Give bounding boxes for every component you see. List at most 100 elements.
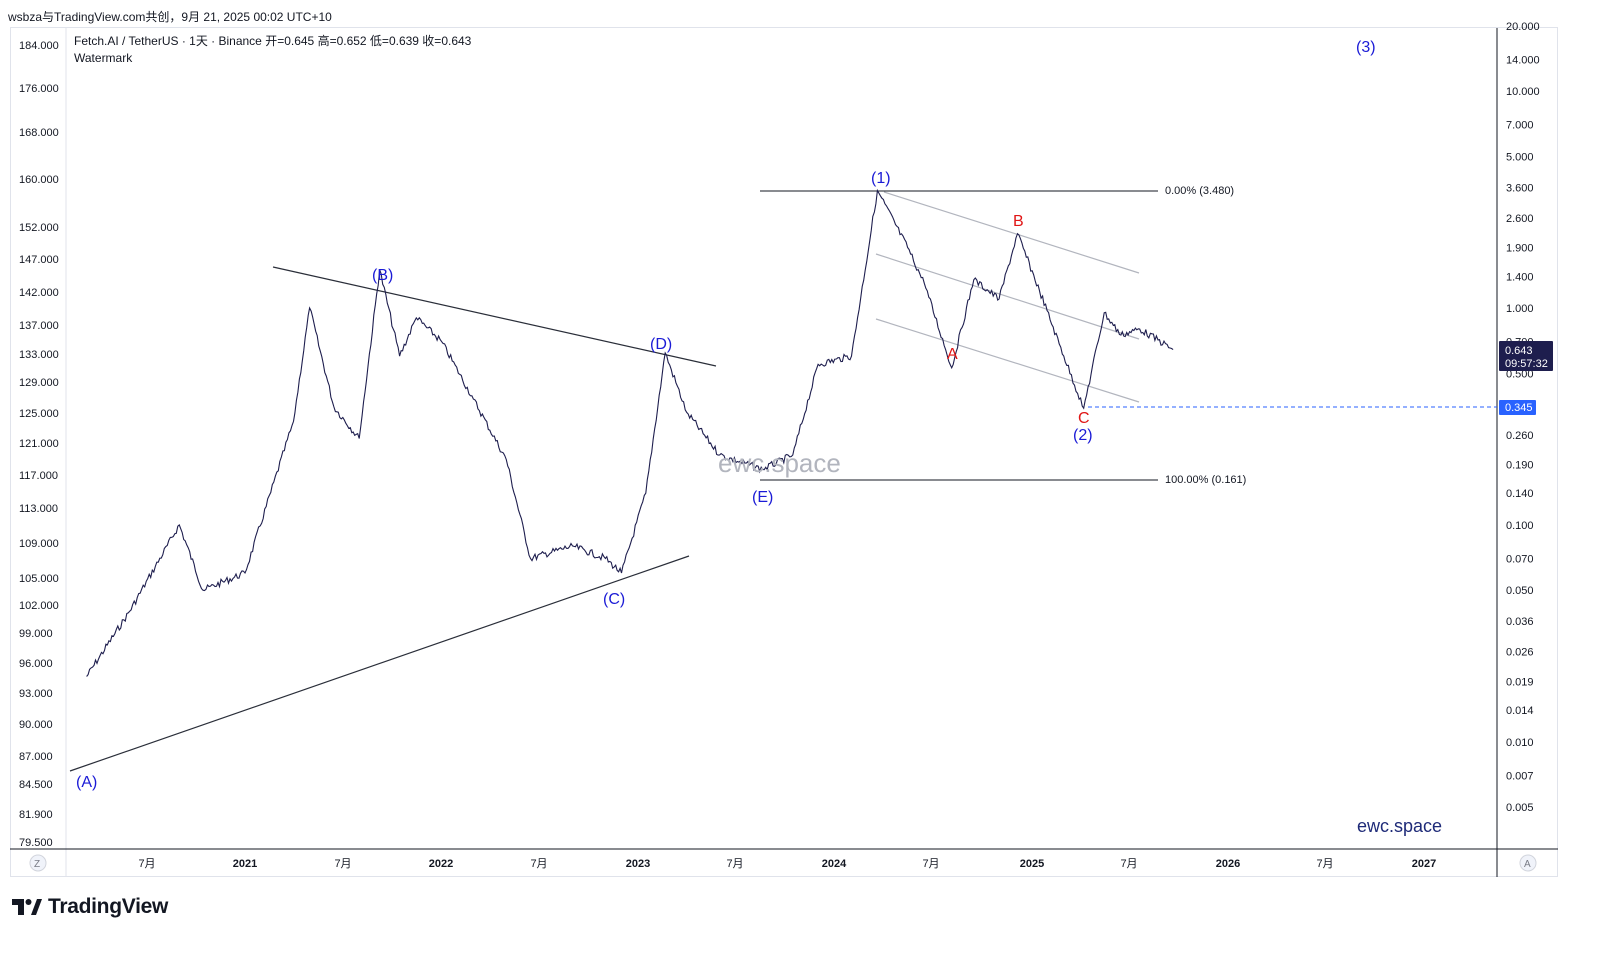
right-axis-tick: 0.005 <box>1506 802 1534 814</box>
tradingview-logo-text: TradingView <box>48 895 169 918</box>
wave-label-small-a: A <box>947 346 958 363</box>
fib-label-100: 100.00% (0.161) <box>1165 474 1246 486</box>
chart-frame[interactable] <box>10 27 1558 877</box>
wave-label-2: (2) <box>1073 427 1093 444</box>
corner-button-left-label: Z <box>34 859 40 870</box>
fib-label-0: 0.00% (3.480) <box>1165 185 1234 197</box>
time-axis-tick: 2025 <box>1020 858 1044 870</box>
right-axis-tick: 0.050 <box>1506 585 1534 597</box>
right-axis-tick: 0.190 <box>1506 459 1534 471</box>
right-axis-tick: 0.010 <box>1506 737 1534 749</box>
left-axis-tick: 109.000 <box>19 538 59 550</box>
right-axis-tick: 20.000 <box>1506 21 1540 33</box>
right-axis-tick: 5.000 <box>1506 151 1534 163</box>
time-axis-tick: 7月 <box>530 858 547 870</box>
left-axis-tick: 137.000 <box>19 320 59 332</box>
right-axis-tick: 1.400 <box>1506 271 1534 283</box>
left-price-axis[interactable]: 184.000 176.000 168.000 160.000 152.000 147.0… <box>19 40 59 849</box>
channel-lower-line[interactable] <box>875 318 1140 403</box>
auto-scale-toggle-right[interactable]: A <box>1519 854 1537 872</box>
wave-label-B: (B) <box>372 267 393 284</box>
price-series-line[interactable] <box>86 188 1174 677</box>
left-axis-tick: 133.000 <box>19 349 59 361</box>
right-axis-tick: 10.000 <box>1506 86 1540 98</box>
current-price-tag: 0.643 09:57:32 <box>1499 341 1553 371</box>
time-axis-tick: 7月 <box>1120 858 1137 870</box>
wave-label-3: (3) <box>1356 39 1376 56</box>
time-axis-tick: 2024 <box>822 858 847 870</box>
left-axis-tick: 121.000 <box>19 438 59 450</box>
left-axis-tick: 79.500 <box>19 837 53 849</box>
left-axis-tick: 152.000 <box>19 222 59 234</box>
wave-label-small-c: C <box>1078 410 1090 427</box>
time-axis-tick: 2021 <box>233 858 257 870</box>
watermark-center: ewc.space <box>718 448 841 478</box>
left-axis-tick: 99.000 <box>19 628 53 640</box>
channel-upper-line[interactable] <box>883 191 1140 274</box>
right-price-axis[interactable]: 20.000 14.000 10.000 7.000 5.000 3.600 2.600 1.… <box>1506 21 1540 814</box>
wave-label-D: (D) <box>650 336 672 353</box>
left-axis-tick: 147.000 <box>19 254 59 266</box>
right-axis-tick: 0.070 <box>1506 553 1534 565</box>
right-axis-tick: 0.007 <box>1506 770 1534 782</box>
wave-label-small-b: B <box>1013 213 1024 230</box>
triangle-upper-trendline[interactable] <box>272 266 717 367</box>
left-axis-tick: 168.000 <box>19 127 59 139</box>
tradingview-logo[interactable]: TradingView <box>12 895 168 919</box>
symbol-info-watermark: Watermark <box>74 51 133 65</box>
right-axis-tick: 1.900 <box>1506 243 1534 255</box>
left-axis-tick: 113.000 <box>19 503 58 515</box>
time-axis-tick: 7月 <box>138 858 155 870</box>
right-axis-tick: 0.260 <box>1506 430 1534 442</box>
left-axis-tick: 96.000 <box>19 658 53 670</box>
right-axis-tick: 0.036 <box>1506 616 1534 628</box>
current-price-value: 0.643 <box>1505 345 1533 357</box>
left-axis-tick: 102.000 <box>19 600 59 612</box>
wave-label-A: (A) <box>76 774 97 791</box>
right-axis-tick: 0.140 <box>1506 488 1534 500</box>
tradingview-logo-icon <box>12 899 42 915</box>
wave-label-C: (C) <box>603 591 625 608</box>
dashed-line-price-value: 0.345 <box>1505 402 1533 414</box>
bar-countdown: 09:57:32 <box>1505 358 1548 370</box>
right-axis-tick: 0.500 <box>1506 368 1534 380</box>
wave-label-1: (1) <box>871 170 891 187</box>
right-axis-tick: 0.100 <box>1506 520 1534 532</box>
left-axis-tick: 93.000 <box>19 688 53 700</box>
time-axis-tick: 2022 <box>429 858 453 870</box>
left-axis-tick: 160.000 <box>19 174 59 186</box>
time-axis-tick: 2027 <box>1412 858 1436 870</box>
left-axis-tick: 129.000 <box>19 377 59 389</box>
left-axis-tick: 142.000 <box>19 287 59 299</box>
left-axis-tick: 90.000 <box>19 719 53 731</box>
right-axis-tick: 2.600 <box>1506 213 1534 225</box>
right-axis-tick: 0.026 <box>1506 647 1534 659</box>
time-axis[interactable]: 7月 2021 7月 2022 7月 2023 7月 2024 7月 2025 7月 2026 7月 20… <box>138 858 1436 870</box>
left-axis-tick: 125.000 <box>19 408 59 420</box>
time-axis-tick: 7月 <box>334 858 351 870</box>
right-axis-tick: 7.000 <box>1506 120 1534 132</box>
left-axis-tick: 84.500 <box>19 779 53 791</box>
dashed-line-price-tag: 0.345 <box>1499 400 1536 415</box>
left-axis-tick: 105.000 <box>19 573 59 585</box>
chart-header-credit: wsbza与TradingView.com共创，9月 21, 2025 00:0… <box>8 10 332 24</box>
time-axis-tick: 2026 <box>1216 858 1240 870</box>
left-axis-tick: 81.900 <box>19 809 53 821</box>
time-axis-tick: 2023 <box>626 858 650 870</box>
right-axis-tick: 1.000 <box>1506 303 1534 315</box>
left-axis-tick: 176.000 <box>19 83 59 95</box>
channel-middle-line[interactable] <box>875 253 1140 340</box>
watermark-bottom-right: ewc.space <box>1357 816 1442 836</box>
triangle-lower-trendline[interactable] <box>69 555 690 772</box>
wave-label-E: (E) <box>752 489 773 506</box>
left-axis-tick: 184.000 <box>19 40 59 52</box>
time-axis-tick: 7月 <box>1316 858 1333 870</box>
log-scale-toggle-left[interactable]: Z <box>29 854 47 872</box>
corner-button-right-label: A <box>1524 859 1531 870</box>
time-axis-tick: 7月 <box>726 858 743 870</box>
symbol-info-line: Fetch.AI / TetherUS · 1天 · Binance 开=0.6… <box>74 33 472 48</box>
time-axis-tick: 7月 <box>922 858 939 870</box>
left-axis-tick: 117.000 <box>19 470 58 482</box>
right-axis-tick: 14.000 <box>1506 54 1540 66</box>
